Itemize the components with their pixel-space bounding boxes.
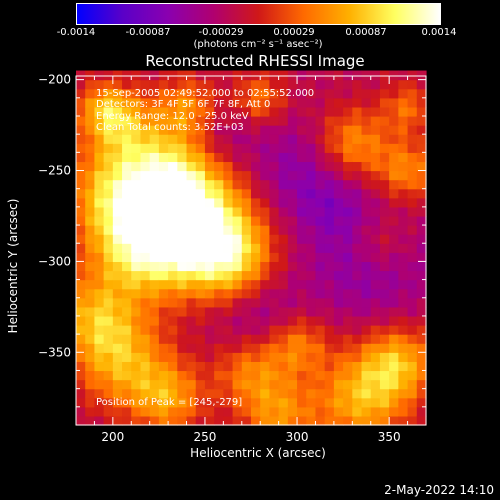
- energy-range-text: Energy Range: 12.0 - 25.0 keV: [96, 111, 249, 122]
- clean-counts-text: Clean Total counts: 3.52E+03: [96, 122, 244, 133]
- x-tick-label: 300: [286, 430, 309, 444]
- chart-title: Reconstructed RHESSI Image: [145, 52, 365, 70]
- axis-ticks: 200 250 300 350 −200 −250 −300 −350: [38, 73, 427, 444]
- colorbar-tick: -0.00029: [198, 27, 244, 38]
- detectors-text: Detectors: 3F 4F 5F 6F 7F 8F, Att 0: [96, 99, 271, 110]
- x-axis-label: Heliocentric X (arcsec): [190, 446, 326, 460]
- colorbar: [76, 3, 441, 25]
- colorbar-tick: 0.00087: [345, 27, 387, 38]
- colorbar-tick: -0.0014: [56, 27, 96, 38]
- y-tick-label: −350: [38, 345, 71, 359]
- colorbar-tick: 0.00029: [273, 27, 315, 38]
- peak-position-text: Position of Peak = [245,-279]: [96, 397, 243, 408]
- y-tick-label: −200: [38, 73, 71, 87]
- plot-frame: [75, 75, 427, 426]
- x-tick-label: 250: [193, 430, 216, 444]
- colorbar-tick: -0.00087: [125, 27, 171, 38]
- x-tick-label: 350: [378, 430, 401, 444]
- y-tick-label: −300: [38, 254, 71, 268]
- time-range-text: 15-Sep-2005 02:49:52.000 to 02:55:52.000: [96, 88, 315, 99]
- colorbar-tick: 0.0014: [421, 27, 457, 38]
- heatmap-layer: [76, 70, 427, 426]
- x-tick-label: 200: [101, 430, 124, 444]
- y-tick-label: −250: [38, 164, 71, 178]
- y-axis-label: Heliocentric Y (arcsec): [6, 198, 20, 334]
- colorbar-units: (photons cm⁻² s⁻¹ asec⁻²): [193, 39, 323, 50]
- footer-date: 2-May-2022 14:10: [384, 483, 494, 497]
